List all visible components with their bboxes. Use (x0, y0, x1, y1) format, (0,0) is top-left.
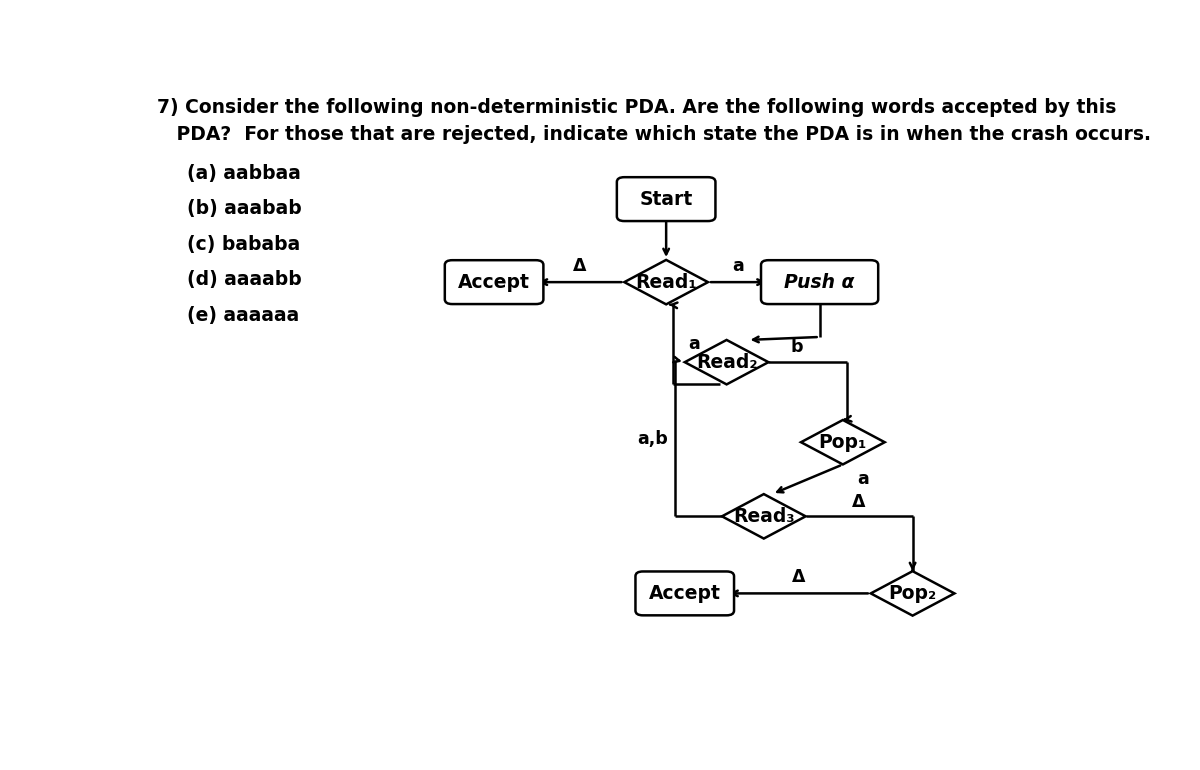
Text: Δ: Δ (574, 256, 587, 275)
Text: (d) aaaabb: (d) aaaabb (187, 270, 302, 290)
Text: Push α: Push α (785, 273, 854, 292)
FancyBboxPatch shape (445, 260, 544, 304)
Text: b: b (790, 338, 803, 357)
Text: 7) Consider the following non-deterministic PDA. Are the following words accepte: 7) Consider the following non-determinis… (157, 99, 1117, 117)
Text: a: a (732, 256, 744, 275)
FancyBboxPatch shape (617, 177, 715, 221)
Text: Δ: Δ (792, 567, 805, 586)
Text: Δ: Δ (852, 493, 866, 511)
FancyBboxPatch shape (636, 571, 734, 615)
Text: Accept: Accept (649, 584, 721, 603)
Text: Pop₂: Pop₂ (888, 584, 937, 603)
Text: Accept: Accept (458, 273, 530, 292)
Text: (a) aabbaa: (a) aabbaa (187, 163, 301, 182)
FancyBboxPatch shape (761, 260, 878, 304)
Text: Read₃: Read₃ (733, 507, 794, 526)
Text: Read₂: Read₂ (696, 353, 757, 372)
Text: Read₁: Read₁ (635, 273, 697, 292)
Polygon shape (624, 260, 708, 304)
Text: a,b: a,b (637, 430, 667, 448)
Text: a: a (858, 470, 869, 488)
Text: (c) bababa: (c) bababa (187, 235, 300, 253)
Polygon shape (685, 340, 768, 384)
Text: PDA?  For those that are rejected, indicate which state the PDA is in when the c: PDA? For those that are rejected, indica… (157, 125, 1152, 144)
Text: (e) aaaaaa: (e) aaaaaa (187, 306, 300, 325)
Text: a: a (688, 336, 700, 353)
Polygon shape (802, 420, 884, 464)
Text: Start: Start (640, 189, 692, 209)
Text: Pop₁: Pop₁ (818, 433, 866, 452)
Polygon shape (722, 494, 805, 538)
Text: (b) aaabab: (b) aaabab (187, 199, 302, 218)
Polygon shape (871, 571, 954, 616)
